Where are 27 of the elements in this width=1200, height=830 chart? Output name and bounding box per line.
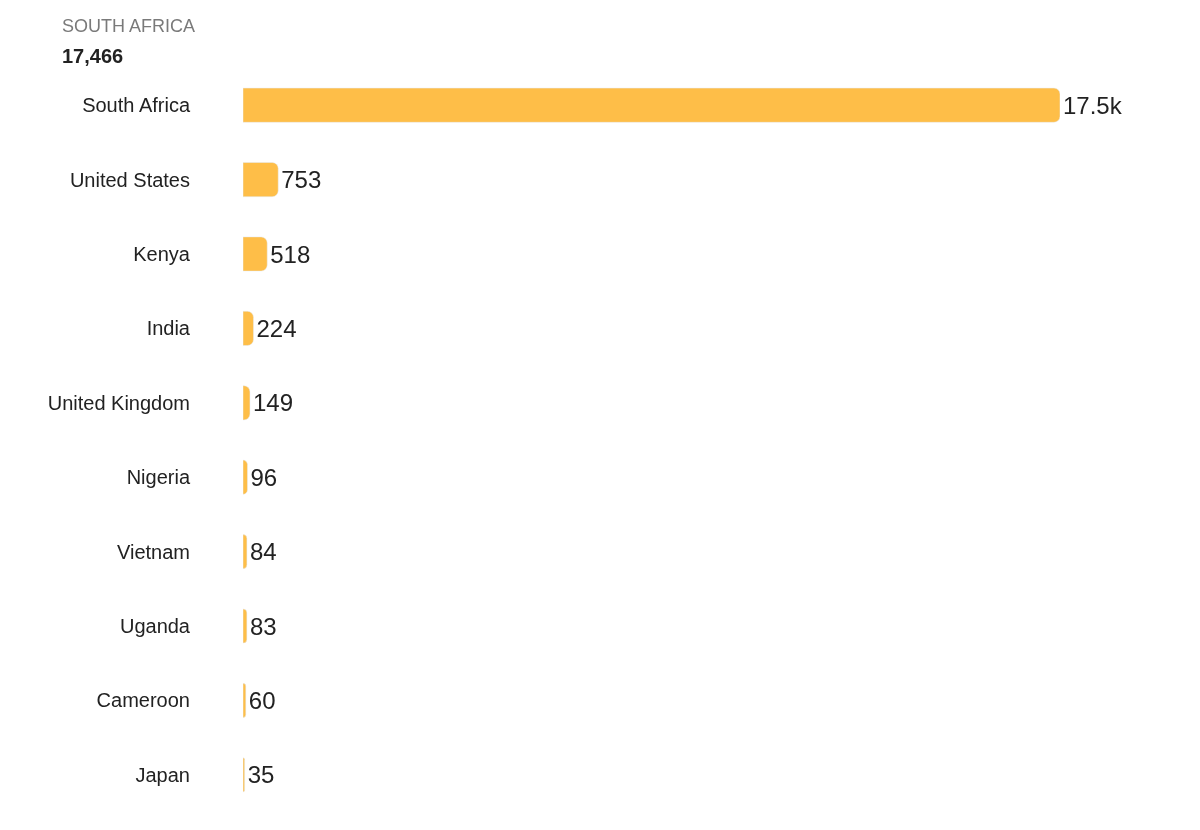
y-tick-label: Kenya bbox=[133, 243, 191, 265]
y-tick-label: India bbox=[146, 317, 191, 340]
bar bbox=[243, 162, 279, 197]
bar bbox=[243, 87, 1060, 123]
y-tick-label: South Africa bbox=[82, 94, 191, 117]
y-tick-label: Cameroon bbox=[96, 689, 190, 712]
y-tick-label: Uganda bbox=[119, 615, 191, 637]
y-tick-label: United States bbox=[69, 168, 190, 191]
data-label: 84 bbox=[249, 538, 277, 566]
data-label: 17.5k bbox=[1063, 91, 1123, 119]
bar bbox=[243, 311, 254, 346]
data-label: 518 bbox=[270, 240, 311, 268]
bar bbox=[243, 683, 247, 718]
data-label: 96 bbox=[250, 463, 278, 491]
y-tick-label: Vietnam bbox=[116, 540, 190, 563]
bar bbox=[243, 236, 268, 272]
data-label: 149 bbox=[252, 389, 294, 417]
y-tick-label: United Kingdom bbox=[47, 391, 190, 414]
text: 17,466 bbox=[62, 45, 124, 67]
data-label: 35 bbox=[247, 761, 275, 789]
data-label: 753 bbox=[281, 166, 322, 194]
text: SOUTH AFRICA bbox=[62, 16, 196, 36]
y-tick-label: Japan bbox=[135, 763, 190, 786]
data-label: 83 bbox=[249, 612, 277, 640]
y-tick-label: Nigeria bbox=[126, 466, 191, 489]
data-label: 60 bbox=[248, 686, 276, 714]
data-label: 224 bbox=[256, 314, 297, 342]
